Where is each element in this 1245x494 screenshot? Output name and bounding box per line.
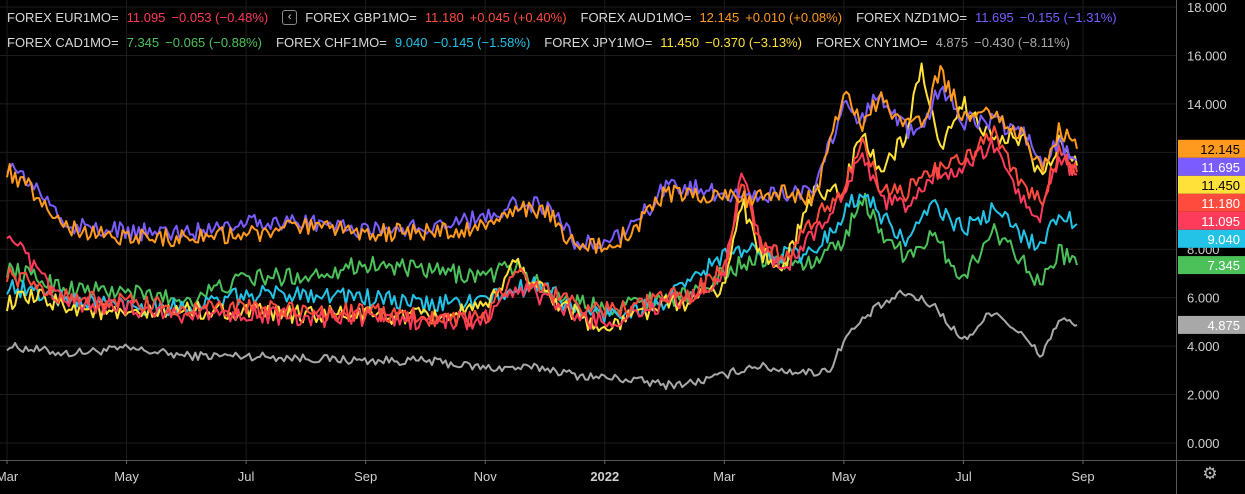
x-tick-label: Jul — [955, 469, 972, 484]
chevron-left-icon[interactable]: ‹ — [282, 9, 298, 25]
last-value-badge — [1178, 211, 1245, 230]
legend-change: −0.430 (−8.11%) — [974, 34, 1070, 50]
series-line[interactable] — [6, 85, 1078, 250]
x-tick-label: Sep — [1071, 469, 1094, 484]
legend-item-nzd[interactable]: FOREX NZD1MO= 11.695 −0.155 (−1.31%) — [856, 10, 1117, 25]
x-tick-label: Mar — [713, 469, 736, 484]
legend-last-value: 9.040 — [394, 34, 428, 50]
last-value-badge — [1178, 175, 1245, 194]
legend-change: −0.155 (−1.31%) — [1019, 9, 1117, 25]
last-value-badge — [1178, 193, 1245, 212]
x-tick-label: May — [832, 469, 857, 484]
series-line[interactable] — [6, 62, 1078, 332]
legend-series-name: FOREX CHF1MO= — [276, 34, 387, 50]
legend-series-name: FOREX GBP1MO= — [305, 9, 417, 25]
legend-series-name: FOREX NZD1MO= — [856, 9, 967, 25]
legend-change: −0.370 (−3.13%) — [705, 34, 802, 50]
legend-change: −0.065 (−0.88%) — [165, 34, 263, 50]
last-value-label: 11.450 — [1201, 178, 1240, 193]
legend-series-name: FOREX EUR1MO= — [7, 9, 119, 25]
legend-row-1: FOREX EUR1MO= 11.095 −0.053 (−0.48%) ‹ F… — [7, 8, 1131, 26]
legend-item-cny[interactable]: FOREX CNY1MO= 4.875 −0.430 (−8.11%) — [816, 35, 1070, 50]
x-tick-label: May — [114, 469, 139, 484]
last-value-label: 12.145 — [1200, 142, 1240, 157]
legend-item-aud[interactable]: FOREX AUD1MO= 12.145 +0.010 (+0.08%) — [581, 10, 843, 25]
legend-change: +0.045 (+0.40%) — [469, 9, 567, 25]
x-tick-label: Sep — [354, 469, 377, 484]
last-value-badge — [1178, 157, 1245, 176]
legend-last-value: 11.095 — [126, 9, 166, 25]
legend-item-chf[interactable]: FOREX CHF1MO= 9.040 −0.145 (−1.58%) — [276, 35, 530, 50]
last-value-label: 11.695 — [1201, 160, 1240, 175]
legend-series-name: FOREX CNY1MO= — [815, 34, 928, 50]
series-line[interactable] — [6, 125, 1078, 328]
legend-last-value: 11.450 — [660, 34, 700, 50]
legend-item-jpy[interactable]: FOREX JPY1MO= 11.450 −0.370 (−3.13%) — [544, 35, 802, 50]
last-value-label: 11.095 — [1201, 214, 1240, 229]
x-tick-label: 2022 — [590, 469, 619, 484]
last-value-label: 7.345 — [1207, 258, 1240, 273]
last-value-badge — [1178, 139, 1245, 158]
legend-item-eur[interactable]: FOREX EUR1MO= 11.095 −0.053 (−0.48%) — [7, 10, 268, 25]
legend-last-value: 4.875 — [935, 34, 969, 50]
last-value-label: 11.180 — [1201, 196, 1240, 211]
legend-last-value: 12.145 — [699, 9, 740, 25]
legend-last-value: 11.180 — [424, 9, 464, 25]
y-tick-label: 16.000 — [1187, 48, 1227, 63]
last-value-badge — [1178, 229, 1245, 248]
legend-change: +0.010 (+0.08%) — [745, 9, 843, 25]
legend-row-2: FOREX CAD1MO= 7.345 −0.065 (−0.88%) FORE… — [7, 33, 1084, 51]
y-tick-label: 6.000 — [1187, 291, 1220, 306]
series-line[interactable] — [6, 289, 1078, 390]
legend-series-name: FOREX CAD1MO= — [7, 34, 119, 50]
last-value-label: 9.040 — [1207, 232, 1240, 247]
legend-change: −0.145 (−1.58%) — [433, 34, 531, 50]
y-tick-label: 14.000 — [1187, 97, 1227, 112]
legend-last-value: 7.345 — [126, 34, 160, 50]
y-tick-label: 18.000 — [1187, 0, 1227, 15]
legend-change: −0.053 (−0.48%) — [171, 9, 269, 25]
legend-series-name: FOREX JPY1MO= — [544, 34, 653, 50]
legend-item-gbp[interactable]: FOREX GBP1MO= 11.180 +0.045 (+0.40%) — [305, 10, 566, 25]
y-tick-label: 4.000 — [1187, 339, 1220, 354]
last-value-badge — [1178, 315, 1245, 334]
legend-item-cad[interactable]: FOREX CAD1MO= 7.345 −0.065 (−0.88%) — [7, 35, 262, 50]
y-tick-label: 2.000 — [1187, 388, 1220, 403]
last-value-badge — [1178, 256, 1245, 275]
y-tick-label: 0.000 — [1187, 436, 1220, 451]
last-value-label: 4.875 — [1207, 318, 1240, 333]
legend-series-name: FOREX AUD1MO= — [580, 9, 692, 25]
series-line[interactable] — [6, 65, 1078, 254]
x-tick-label: Mar — [0, 469, 19, 484]
legend-last-value: 11.695 — [974, 9, 1014, 25]
series-line[interactable] — [6, 137, 1078, 331]
gear-icon[interactable]: ⚙ — [1202, 464, 1218, 483]
x-tick-label: Jul — [238, 469, 255, 484]
x-tick-label: Nov — [474, 469, 498, 484]
